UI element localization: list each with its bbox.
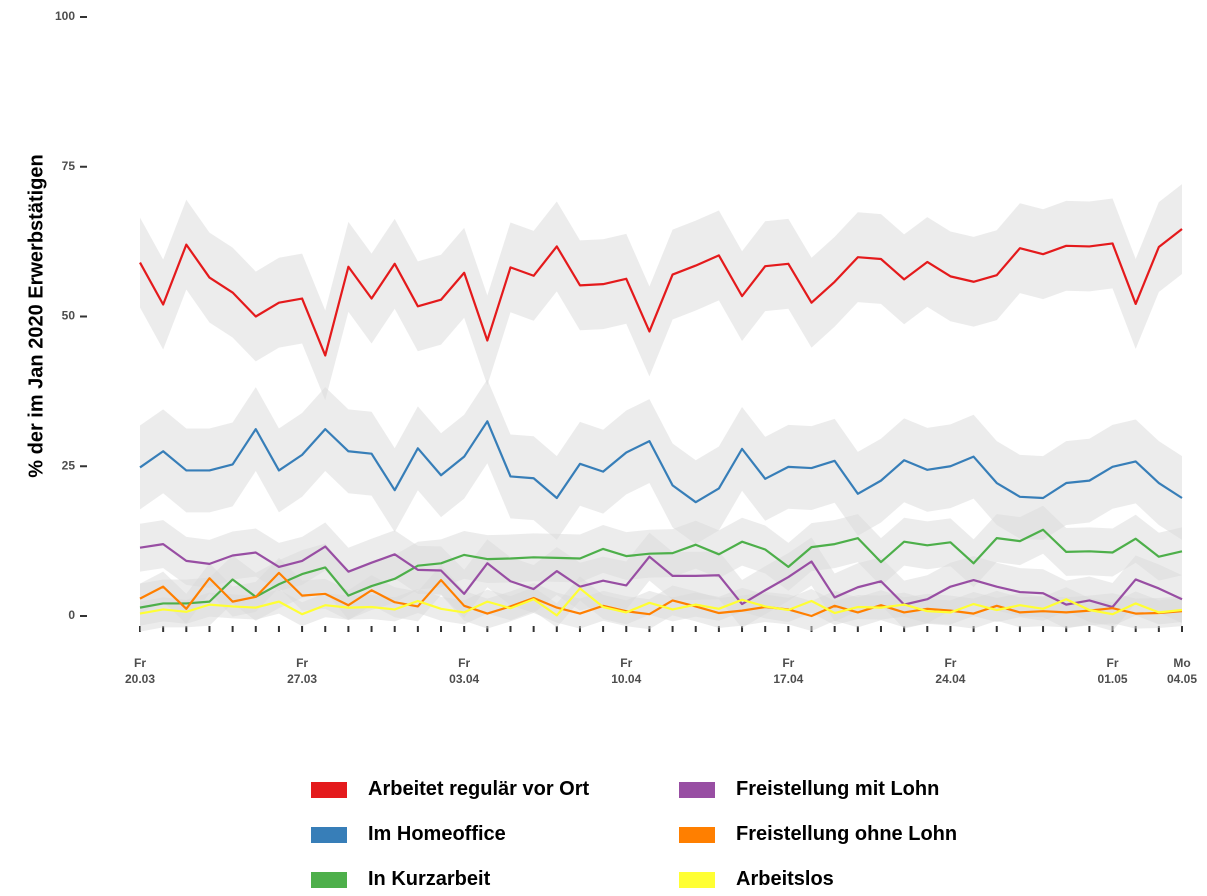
legend-item: In Kurzarbeit: [311, 868, 490, 891]
x-tick-label: Fr 03.04: [449, 656, 480, 686]
legend-item: Freistellung mit Lohn: [679, 778, 939, 801]
legend-swatch: [311, 871, 347, 888]
legend-item: Freistellung ohne Lohn: [679, 823, 957, 846]
legend-swatch: [311, 826, 347, 843]
x-tick-label: Mo 04.05: [1166, 656, 1198, 686]
x-tick-label: Fr 10.04: [611, 656, 642, 686]
y-tick-label: 75: [62, 159, 76, 173]
legend-swatch: [679, 871, 715, 888]
series-line: [139, 420, 1183, 504]
series-line: [139, 587, 1183, 617]
x-tick-label: Fr 01.05: [1097, 656, 1128, 686]
legend-label: Arbeitet regulär vor Ort: [368, 778, 590, 800]
x-tick-label: Fr 20.03: [124, 656, 156, 686]
series-line: [139, 571, 1183, 618]
y-tick-label: 0: [68, 608, 75, 622]
legend-swatch: [311, 781, 347, 798]
legend-item: Arbeitet regulär vor Ort: [311, 778, 589, 801]
y-tick-label: 25: [62, 458, 76, 472]
confidence-band: [140, 184, 1182, 401]
legend-item: Im Homeoffice: [311, 823, 506, 846]
legend-item: Arbeitslos: [679, 868, 834, 891]
y-axis-label: % der im Jan 2020 Erwerbstätigen: [25, 154, 47, 477]
legend-swatch: [679, 781, 715, 798]
x-tick-label: Fr 17.04: [773, 656, 804, 686]
legend-swatch: [679, 826, 715, 843]
y-tick-label: 100: [55, 9, 75, 23]
y-tick-label: 50: [62, 309, 76, 323]
series-line: [139, 543, 1183, 609]
x-tick-label: Fr 27.03: [287, 656, 318, 686]
legend-label: In Kurzarbeit: [368, 868, 491, 890]
series-line: [139, 228, 1183, 357]
legend-label: Arbeitslos: [736, 868, 834, 890]
legend-label: Freistellung mit Lohn: [736, 778, 940, 800]
x-tick-label: Fr 24.04: [935, 656, 966, 686]
series-line: [139, 528, 1183, 609]
legend-label: Freistellung ohne Lohn: [736, 823, 958, 845]
confidence-band: [140, 576, 1182, 628]
legend-label: Im Homeoffice: [368, 823, 506, 845]
